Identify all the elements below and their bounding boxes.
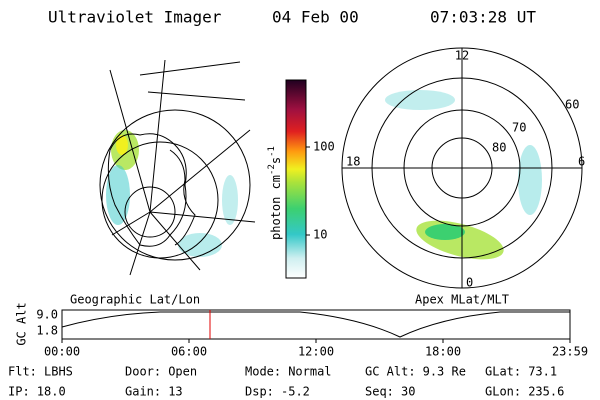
unit: s bbox=[269, 157, 283, 164]
status-value: LBHS bbox=[44, 365, 73, 379]
y-tick-label: 1.8 bbox=[36, 324, 58, 338]
unit: photon cm bbox=[269, 175, 283, 240]
status-label: Seq: bbox=[365, 385, 394, 399]
x-tick-label: 12:00 bbox=[298, 345, 334, 359]
y-tick-label: 9.0 bbox=[36, 308, 58, 322]
altitude-curve bbox=[61, 311, 570, 338]
x-tick-label: 06:00 bbox=[171, 345, 207, 359]
mlat-label: 80 bbox=[492, 141, 506, 155]
x-tick-label: 23:59 bbox=[552, 345, 588, 359]
status-label: Gain: bbox=[125, 385, 161, 399]
status-value: 235.6 bbox=[528, 385, 564, 399]
status-value: 9.3 Re bbox=[423, 365, 466, 379]
status-value: Normal bbox=[288, 365, 331, 379]
mlt-label: 18 bbox=[346, 155, 360, 169]
globe-image bbox=[99, 59, 256, 276]
colorbar-tick-label: 100 bbox=[313, 140, 335, 154]
exponent: -1 bbox=[267, 146, 277, 157]
time: 07:03:28 UT bbox=[430, 8, 536, 27]
mlt-label: 0 bbox=[466, 276, 473, 290]
mlat-label: 70 bbox=[512, 121, 526, 135]
panel-label: Apex MLat/MLT bbox=[415, 293, 509, 307]
status-label: GLon: bbox=[485, 385, 521, 399]
date: 04 Feb 00 bbox=[272, 8, 359, 27]
instrument: Ultraviolet Imager bbox=[48, 8, 222, 27]
status-label: GC Alt: bbox=[365, 365, 416, 379]
status-value: Open bbox=[168, 365, 197, 379]
status-value: -5.2 bbox=[281, 385, 310, 399]
status-value: 18.0 bbox=[37, 385, 66, 399]
x-tick-label: 18:00 bbox=[425, 345, 461, 359]
status-label: Mode: bbox=[245, 365, 281, 379]
polar-plot bbox=[341, 47, 583, 289]
exponent: -2 bbox=[267, 164, 277, 175]
status-value: 73.1 bbox=[528, 365, 557, 379]
mlt-label: 6 bbox=[578, 155, 585, 169]
colorbar bbox=[285, 79, 307, 279]
y-axis-label: GC Alt bbox=[15, 302, 29, 345]
status-label: Dsp: bbox=[245, 385, 274, 399]
colorbar-tick-label: 10 bbox=[313, 228, 327, 242]
colorbar-label: photon cm-2s-1 bbox=[267, 146, 283, 240]
status-value: 13 bbox=[168, 385, 182, 399]
status-value: 30 bbox=[401, 385, 415, 399]
status-label: Flt: bbox=[8, 365, 37, 379]
status-label: IP: bbox=[8, 385, 30, 399]
x-tick-label: 00:00 bbox=[44, 345, 80, 359]
mlat-label: 60 bbox=[565, 98, 579, 112]
panel-label: Geographic Lat/Lon bbox=[70, 293, 200, 307]
status-label: GLat: bbox=[485, 365, 521, 379]
status-label: Door: bbox=[125, 365, 161, 379]
mlt-label: 12 bbox=[455, 49, 469, 63]
